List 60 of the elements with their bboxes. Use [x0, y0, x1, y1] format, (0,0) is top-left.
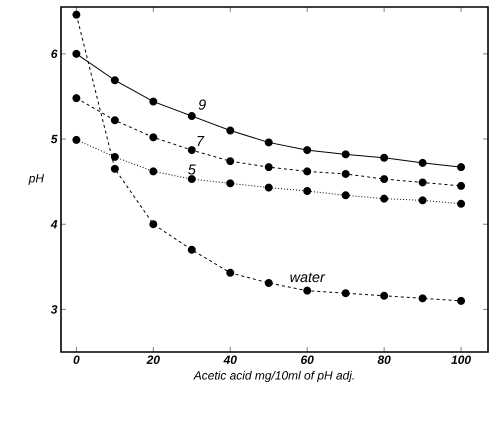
point	[380, 194, 388, 203]
point	[72, 10, 80, 19]
point	[303, 146, 312, 154]
point	[149, 133, 158, 142]
point	[457, 200, 466, 208]
x-tick-label: 40	[223, 356, 237, 364]
point	[226, 179, 234, 188]
point	[303, 187, 312, 195]
x-tick-label: 20	[146, 356, 160, 364]
point	[303, 286, 312, 295]
point	[457, 163, 466, 172]
series-label: 7	[198, 136, 204, 146]
point	[188, 246, 196, 254]
series-label: 9	[198, 100, 206, 110]
point	[418, 294, 427, 302]
point	[110, 76, 119, 84]
point	[226, 126, 234, 135]
point	[457, 182, 466, 190]
x-tick-label: 60	[301, 356, 314, 364]
point	[264, 138, 273, 146]
point	[342, 289, 350, 298]
point	[457, 296, 466, 305]
point	[149, 167, 158, 176]
x-tick-label: 0	[74, 356, 80, 364]
point	[303, 167, 312, 176]
point	[188, 175, 196, 184]
point	[342, 191, 350, 200]
point	[418, 158, 427, 167]
x-tick-label: 100	[451, 356, 471, 364]
point	[188, 112, 196, 120]
point	[149, 98, 158, 106]
y-tick-label: 6	[51, 50, 58, 58]
point	[226, 157, 234, 166]
point	[380, 175, 388, 184]
point	[226, 268, 234, 277]
y-tick-label: 4	[50, 220, 58, 228]
point	[72, 50, 80, 58]
series-label: 5	[188, 164, 196, 175]
x-tick-label: 80	[378, 356, 391, 364]
point	[264, 279, 273, 287]
point	[110, 164, 119, 173]
point	[110, 116, 119, 124]
y-tick-label: 5	[50, 134, 58, 144]
point	[418, 178, 427, 186]
point	[264, 184, 273, 192]
x-axis-title: Acetic acid mg/10ml of pH adj.	[193, 370, 354, 382]
point	[380, 292, 388, 300]
series-label: water	[290, 272, 326, 282]
point	[149, 220, 158, 228]
point	[380, 154, 388, 162]
y-axis-title: pH	[28, 174, 44, 185]
point	[418, 196, 427, 204]
point	[72, 94, 80, 102]
point	[72, 136, 80, 144]
point	[110, 152, 119, 161]
point	[188, 146, 196, 154]
point	[342, 150, 350, 158]
y-tick-label: 3	[50, 305, 58, 314]
point	[342, 170, 350, 178]
point	[264, 163, 273, 172]
